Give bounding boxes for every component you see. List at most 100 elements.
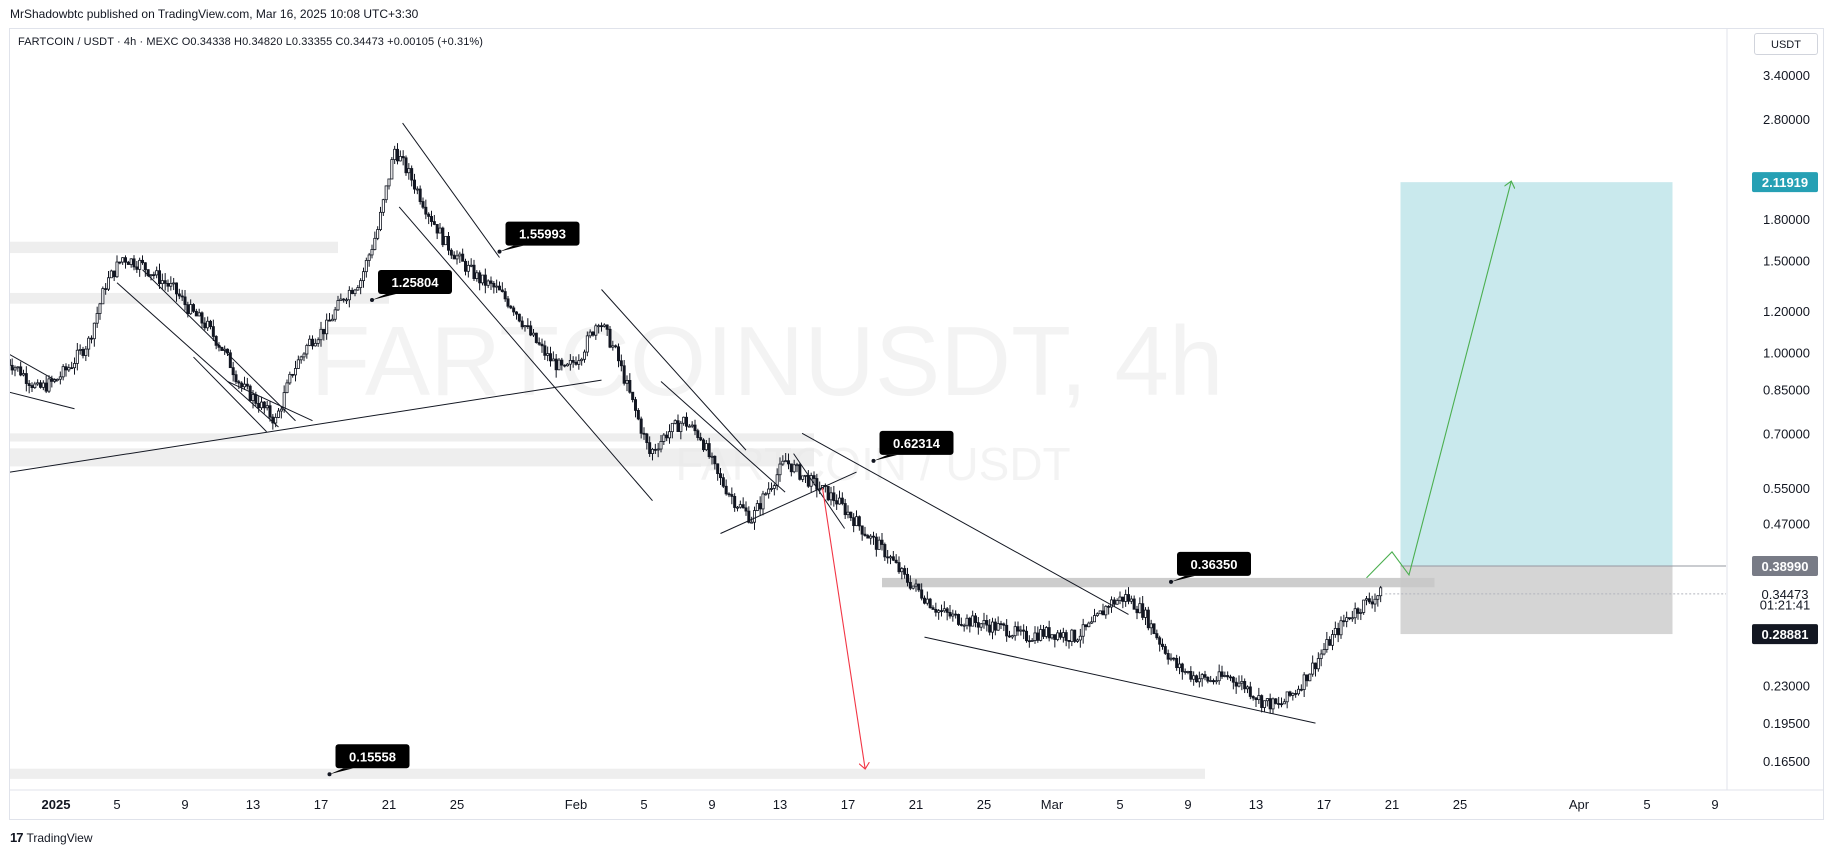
candle (415, 186, 419, 195)
trendline[interactable] (398, 206, 653, 502)
candle (1166, 649, 1170, 665)
bearish-projection-arrow[interactable] (821, 487, 866, 768)
currency-selector[interactable]: USDT (1754, 33, 1818, 55)
candle (645, 432, 649, 450)
price-note-1.25804[interactable]: 1.25804 (370, 270, 452, 303)
trendline[interactable] (660, 381, 786, 493)
candle (418, 185, 422, 205)
candle (653, 443, 657, 455)
candle (10, 358, 14, 375)
zone-supply-1[interactable] (0, 241, 338, 254)
trendline[interactable] (402, 122, 500, 258)
zone-zone-3[interactable] (0, 433, 814, 442)
zone-zone-5[interactable] (882, 577, 1435, 588)
candle (1053, 634, 1057, 648)
candle (716, 463, 720, 481)
candle (886, 549, 890, 564)
candle (787, 453, 791, 470)
candle (778, 457, 782, 482)
candle (225, 348, 229, 357)
candle (577, 354, 581, 370)
candle (489, 276, 493, 290)
candle (520, 316, 524, 330)
candle (1189, 666, 1193, 683)
position-stop-zone[interactable] (1400, 566, 1673, 635)
trendline[interactable] (0, 348, 58, 382)
trendline[interactable] (0, 379, 602, 474)
trendline[interactable] (142, 269, 296, 422)
price-note-0.62314[interactable]: 0.62314 (871, 430, 954, 463)
price-note-0.36350[interactable]: 0.36350 (1169, 551, 1251, 584)
candle (546, 346, 550, 362)
candle (1294, 689, 1298, 698)
zone-zone-4[interactable] (0, 448, 814, 467)
trendline[interactable] (924, 636, 1316, 724)
candle (404, 155, 408, 176)
candle (497, 281, 501, 291)
candle (1070, 628, 1074, 647)
candle (240, 381, 244, 392)
trendline[interactable] (193, 356, 267, 433)
trendline[interactable] (0, 389, 75, 410)
trendline[interactable] (801, 432, 1129, 615)
candle (1203, 670, 1207, 681)
candle (293, 360, 297, 382)
candle (121, 257, 125, 265)
trendline[interactable] (601, 289, 747, 451)
bullish-projection-arrow[interactable] (1366, 182, 1512, 579)
candle (767, 482, 771, 499)
candle (361, 267, 365, 288)
candle (1231, 676, 1235, 690)
candle (571, 356, 575, 368)
trendline[interactable] (720, 471, 857, 534)
trendline[interactable] (227, 380, 313, 422)
zone-supply-2[interactable] (0, 292, 389, 304)
candle (928, 597, 932, 609)
candle (64, 363, 68, 377)
candle (313, 338, 317, 347)
candle (971, 610, 975, 627)
candle (789, 463, 793, 477)
candle (1316, 652, 1320, 672)
candle (843, 498, 847, 519)
time-tick-label: 13 (1249, 797, 1263, 812)
position-target-zone[interactable] (1400, 182, 1673, 567)
candle (310, 335, 314, 350)
candle (738, 500, 742, 509)
watermark-main: FARTCOINUSDT, 4h (310, 306, 1223, 416)
candle (750, 516, 754, 524)
candle (639, 416, 643, 439)
candle (421, 197, 425, 210)
candle (710, 452, 714, 465)
candle (988, 619, 992, 636)
candle (682, 416, 686, 426)
zone-zone-6[interactable] (0, 768, 1205, 779)
candle (583, 349, 587, 363)
time-tick-label: 25 (450, 797, 464, 812)
candle (427, 212, 431, 225)
candle (169, 276, 173, 291)
candle (557, 358, 561, 371)
candle (798, 462, 802, 481)
candle (906, 567, 910, 587)
candle (70, 361, 74, 370)
price-axis[interactable]: 3.40000 2.80000 1.80000 1.50000 1.20000 1.000… (1763, 68, 1810, 769)
candle (704, 440, 708, 452)
candle (1339, 616, 1343, 639)
trendline[interactable] (116, 282, 279, 428)
candle (602, 323, 606, 328)
candle (662, 433, 666, 445)
time-tick-label: 9 (181, 797, 188, 812)
trendline[interactable] (793, 453, 846, 529)
price-note-1.55993[interactable]: 1.55993 (497, 221, 580, 254)
candle (189, 299, 193, 315)
price-note-0.15558[interactable]: 0.15558 (327, 744, 410, 777)
candle (1076, 638, 1080, 643)
candle (996, 616, 1000, 631)
time-tick-label: 25 (1453, 797, 1467, 812)
candle (1044, 626, 1048, 639)
time-axis[interactable]: 2025 5 9 13 17 21 25 Feb 5 9 13 17 21 25 Mar 5 9 13 17 21 25… (42, 797, 1719, 812)
candle (999, 620, 1003, 630)
candle (670, 422, 674, 439)
